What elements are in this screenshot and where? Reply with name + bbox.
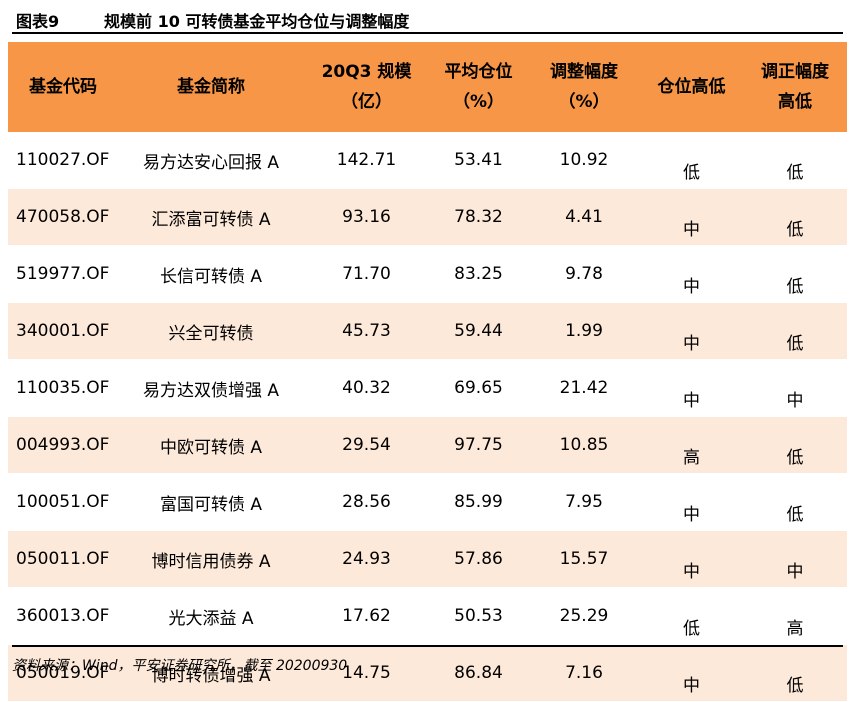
table-row: 360013.OF 光大添益 A 17.62 50.53 25.29 低高 (8, 587, 847, 645)
cell-scale: 28.56 (304, 473, 429, 531)
figure-number: 图表9 (16, 12, 60, 31)
header-line: 20Q3 规模 (321, 62, 412, 82)
header-line: （%） (558, 92, 610, 112)
cell-adjustment-level: 低 (743, 416, 847, 474)
header-scale: 20Q3 规模 （亿） (304, 42, 429, 132)
cell-fund-code: 004993.OF (8, 416, 118, 474)
cell-adjustment: 10.85 (528, 416, 640, 474)
cell-avg-position: 78.32 (429, 188, 528, 246)
table-row: 470058.OF 汇添富可转债 A 93.16 78.32 4.41 中低 (8, 188, 847, 246)
cell-scale: 17.62 (304, 587, 429, 645)
cell-fund-name: 富国可转债 A (118, 473, 304, 531)
cell-fund-code: 360013.OF (8, 587, 118, 645)
cell-scale: 142.71 (304, 132, 429, 189)
header-position-level: 仓位高低 (640, 42, 743, 132)
cell-adjustment-level: 低 (743, 245, 847, 303)
cell-position-level: 中 (640, 530, 743, 588)
header-line: 高低 (778, 92, 812, 112)
cell-position-level: 中 (640, 473, 743, 531)
cell-fund-code: 110027.OF (8, 132, 118, 189)
cell-avg-position: 85.99 (429, 473, 528, 531)
cell-scale: 45.73 (304, 302, 429, 360)
cell-adjustment: 15.57 (528, 530, 640, 588)
cell-adjustment: 10.92 (528, 132, 640, 189)
cell-fund-code: 100051.OF (8, 473, 118, 531)
cell-adjustment: 21.42 (528, 359, 640, 417)
cell-adjustment-level: 中 (743, 530, 847, 588)
cell-adjustment: 9.78 (528, 245, 640, 303)
cell-avg-position: 57.86 (429, 530, 528, 588)
header-line: 基金代码 (29, 77, 97, 97)
cell-avg-position: 53.41 (429, 132, 528, 189)
cell-fund-name: 易方达双债增强 A (118, 359, 304, 417)
table-row: 110035.OF 易方达双债增强 A 40.32 69.65 21.42 中中 (8, 359, 847, 417)
table-row: 004993.OF 中欧可转债 A 29.54 97.75 10.85 高低 (8, 416, 847, 474)
header-fund-name: 基金简称 (118, 42, 304, 132)
cell-fund-name: 汇添富可转债 A (118, 188, 304, 246)
cell-adjustment-level: 低 (743, 132, 847, 189)
cell-fund-name: 光大添益 A (118, 587, 304, 645)
table-row: 519977.OF 长信可转债 A 71.70 83.25 9.78 中低 (8, 245, 847, 303)
header-adjustment: 调整幅度 （%） (528, 42, 640, 132)
cell-fund-name: 兴全可转债 (118, 302, 304, 360)
table-row: 110027.OF 易方达安心回报 A 142.71 53.41 10.92 低低 (8, 132, 847, 189)
cell-adjustment-level: 中 (743, 359, 847, 417)
cell-scale: 29.54 (304, 416, 429, 474)
cell-avg-position: 50.53 (429, 587, 528, 645)
cell-fund-name: 中欧可转债 A (118, 416, 304, 474)
cell-adjustment: 7.95 (528, 473, 640, 531)
cell-adjustment-level: 低 (743, 473, 847, 531)
source-note: 资料来源：Wind，平安证券研究所，截至 20200930 (12, 645, 843, 675)
header-line: 仓位高低 (657, 77, 726, 97)
table-body: 110027.OF 易方达安心回报 A 142.71 53.41 10.92 低低 4700… (8, 132, 847, 702)
cell-adjustment-level: 低 (743, 302, 847, 360)
header-line: 调正幅度 (761, 62, 829, 82)
cell-position-level: 低 (640, 132, 743, 189)
table-header: 基金代码 基金简称 20Q3 规模 （亿） 平均仓位 （%） 调整幅度 （%） 仓位高低 调正幅度… (8, 42, 847, 132)
table-row: 100051.OF 富国可转债 A 28.56 85.99 7.95 中低 (8, 473, 847, 531)
cell-avg-position: 83.25 (429, 245, 528, 303)
header-line: （亿） (341, 92, 392, 112)
header-avg-position: 平均仓位 （%） (429, 42, 528, 132)
cell-position-level: 中 (640, 245, 743, 303)
cell-fund-name: 长信可转债 A (118, 245, 304, 303)
cell-fund-name: 易方达安心回报 A (118, 132, 304, 189)
table-row: 340001.OF 兴全可转债 45.73 59.44 1.99 中低 (8, 302, 847, 360)
cell-fund-code: 050011.OF (8, 530, 118, 588)
cell-position-level: 高 (640, 416, 743, 474)
cell-adjustment: 1.99 (528, 302, 640, 360)
cell-scale: 71.70 (304, 245, 429, 303)
cell-fund-code: 470058.OF (8, 188, 118, 246)
figure-title-bar: 图表9 规模前 10 可转债基金平均仓位与调整幅度 (12, 4, 843, 34)
table-row: 050011.OF 博时信用债券 A 24.93 57.86 15.57 中中 (8, 530, 847, 588)
cell-fund-code: 340001.OF (8, 302, 118, 360)
cell-position-level: 低 (640, 587, 743, 645)
header-line: 调整幅度 (550, 62, 618, 82)
cell-scale: 93.16 (304, 188, 429, 246)
header-row: 基金代码 基金简称 20Q3 规模 （亿） 平均仓位 （%） 调整幅度 （%） 仓位高低 调正幅度… (8, 42, 847, 132)
cell-fund-code: 519977.OF (8, 245, 118, 303)
cell-adjustment: 25.29 (528, 587, 640, 645)
header-line: （%） (452, 92, 505, 112)
cell-adjustment-level: 低 (743, 188, 847, 246)
cell-avg-position: 69.65 (429, 359, 528, 417)
header-fund-code: 基金代码 (8, 42, 118, 132)
fund-table: 基金代码 基金简称 20Q3 规模 （亿） 平均仓位 （%） 调整幅度 （%） 仓位高低 调正幅度… (8, 42, 847, 702)
cell-avg-position: 97.75 (429, 416, 528, 474)
cell-scale: 40.32 (304, 359, 429, 417)
cell-adjustment-level: 高 (743, 587, 847, 645)
header-line: 基金简称 (177, 77, 245, 97)
cell-position-level: 中 (640, 302, 743, 360)
cell-position-level: 中 (640, 188, 743, 246)
cell-scale: 24.93 (304, 530, 429, 588)
cell-adjustment: 4.41 (528, 188, 640, 246)
cell-position-level: 中 (640, 359, 743, 417)
cell-fund-code: 110035.OF (8, 359, 118, 417)
cell-fund-name: 博时信用债券 A (118, 530, 304, 588)
header-line: 平均仓位 (444, 62, 513, 82)
cell-avg-position: 59.44 (429, 302, 528, 360)
figure-title: 规模前 10 可转债基金平均仓位与调整幅度 (104, 12, 410, 31)
header-adjustment-level: 调正幅度 高低 (743, 42, 847, 132)
